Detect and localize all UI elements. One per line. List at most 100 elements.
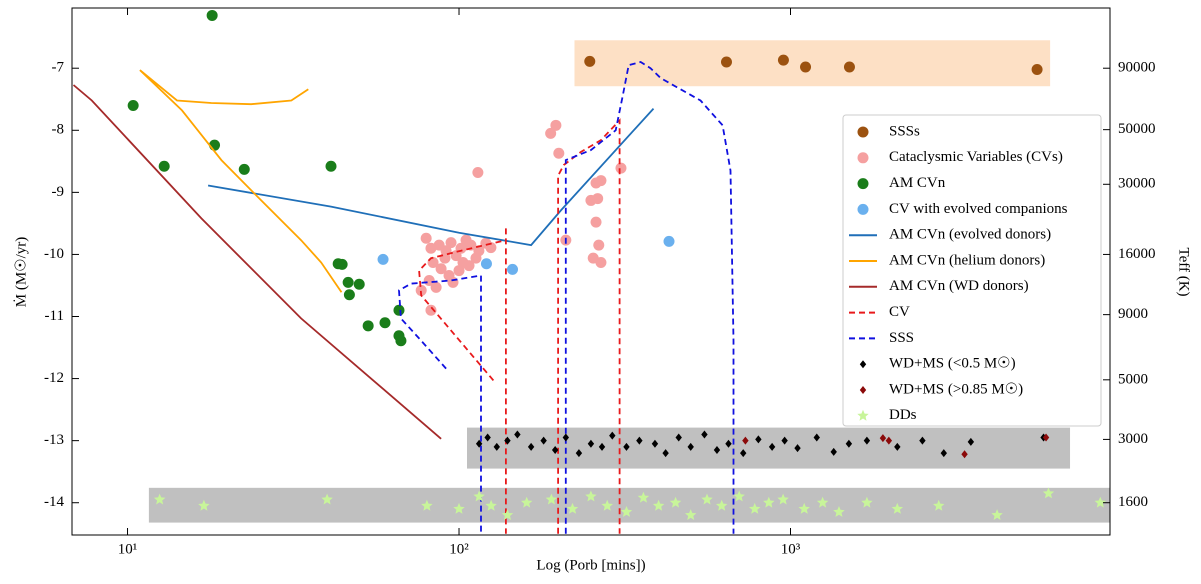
point bbox=[545, 493, 558, 505]
point bbox=[609, 431, 616, 440]
point bbox=[453, 502, 465, 514]
series-line bbox=[398, 61, 735, 534]
y2-tick-label: 30000 bbox=[1118, 176, 1156, 192]
legend-label: AM CVn bbox=[889, 175, 946, 191]
point bbox=[1094, 496, 1106, 508]
point bbox=[593, 239, 605, 251]
y-tick-label: -8 bbox=[52, 122, 65, 138]
point bbox=[587, 439, 595, 448]
point bbox=[637, 491, 650, 503]
point bbox=[566, 502, 579, 514]
point bbox=[669, 496, 682, 508]
point bbox=[501, 509, 514, 520]
point bbox=[879, 434, 887, 443]
point bbox=[777, 54, 789, 66]
legend-label: CV bbox=[889, 304, 910, 320]
point bbox=[550, 119, 562, 131]
point bbox=[585, 490, 597, 502]
series-line bbox=[139, 69, 343, 293]
shaded-region bbox=[466, 427, 1071, 469]
y2-tick-label: 3000 bbox=[1118, 431, 1148, 447]
point bbox=[863, 436, 871, 445]
point bbox=[687, 442, 694, 451]
point bbox=[967, 437, 975, 446]
point bbox=[472, 166, 484, 178]
x-tick-label: 10³ bbox=[781, 541, 801, 557]
legend-swatch bbox=[857, 178, 869, 190]
y-tick-label: -9 bbox=[52, 184, 65, 200]
point bbox=[919, 436, 926, 445]
point bbox=[353, 278, 365, 290]
point bbox=[551, 445, 559, 454]
point bbox=[1042, 487, 1055, 499]
y-tick-label: -7 bbox=[52, 60, 65, 76]
plot-frame bbox=[71, 7, 1111, 536]
point bbox=[325, 160, 337, 172]
x-tick-label: 10¹ bbox=[118, 541, 138, 557]
series-line bbox=[72, 84, 442, 440]
point bbox=[507, 263, 519, 275]
point bbox=[777, 493, 789, 505]
point bbox=[342, 276, 354, 288]
point bbox=[894, 442, 901, 451]
legend-box bbox=[842, 114, 1102, 427]
point bbox=[598, 442, 606, 451]
point bbox=[493, 442, 500, 451]
point bbox=[733, 490, 745, 502]
point bbox=[595, 256, 607, 268]
point bbox=[445, 237, 457, 249]
shaded-region bbox=[574, 40, 1051, 87]
point bbox=[435, 263, 447, 275]
point bbox=[475, 439, 483, 448]
point bbox=[393, 330, 405, 342]
point bbox=[601, 499, 613, 511]
point bbox=[377, 253, 389, 265]
point bbox=[794, 444, 801, 453]
point bbox=[636, 436, 643, 445]
point bbox=[749, 502, 761, 514]
point bbox=[833, 506, 845, 517]
point bbox=[763, 496, 775, 508]
point bbox=[421, 499, 433, 511]
legend-swatch bbox=[857, 409, 869, 421]
series-line bbox=[418, 118, 621, 534]
legend-label: WD+MS (>0.85 M☉) bbox=[889, 381, 1023, 397]
point bbox=[1031, 63, 1043, 75]
legend-label: AM CVn (WD donors) bbox=[889, 278, 1029, 294]
point bbox=[991, 509, 1003, 520]
point bbox=[1042, 433, 1050, 442]
point bbox=[336, 258, 348, 270]
y2-tick-label: 5000 bbox=[1118, 371, 1148, 387]
legend-swatch bbox=[857, 126, 869, 138]
point bbox=[651, 439, 659, 448]
point bbox=[575, 449, 583, 458]
legend-label: AM CVn (helium donors) bbox=[889, 252, 1045, 268]
point bbox=[845, 439, 853, 448]
shaded-region bbox=[148, 487, 1110, 523]
point bbox=[961, 450, 968, 459]
legend-swatch bbox=[859, 360, 867, 369]
x-tick-label: 10² bbox=[449, 541, 469, 557]
legend-label: SSS bbox=[889, 330, 914, 346]
point bbox=[465, 239, 477, 251]
point bbox=[768, 442, 776, 451]
point bbox=[590, 216, 602, 228]
legend-swatch bbox=[859, 386, 867, 394]
point bbox=[343, 289, 355, 301]
legend-label: DDs bbox=[889, 407, 917, 423]
point bbox=[885, 436, 893, 445]
point bbox=[153, 493, 166, 505]
point bbox=[755, 435, 762, 444]
legend-swatch bbox=[857, 203, 869, 215]
legend: SSSs Cataclysmic Variables (CVs) AM CVn CV … bbox=[842, 114, 1102, 427]
point bbox=[238, 163, 250, 175]
point bbox=[830, 447, 837, 456]
point bbox=[940, 449, 947, 458]
point bbox=[521, 496, 533, 508]
point bbox=[527, 442, 535, 451]
point bbox=[321, 493, 333, 505]
point bbox=[843, 61, 855, 73]
point bbox=[620, 506, 633, 517]
point bbox=[447, 276, 459, 288]
